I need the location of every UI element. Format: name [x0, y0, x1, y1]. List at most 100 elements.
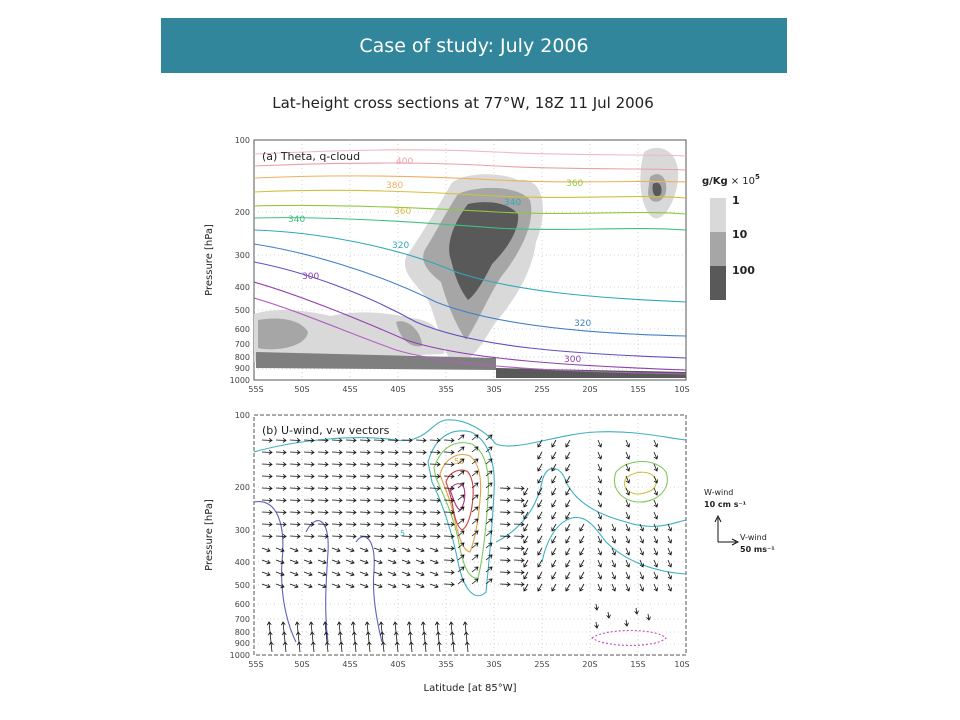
wind-vector-arrow	[485, 434, 493, 441]
wind-vector-arrow	[401, 438, 413, 443]
colorbar-swatch-100	[710, 266, 726, 300]
wind-vector-arrow	[551, 523, 557, 532]
wind-vector-arrow	[373, 583, 383, 589]
wind-vector-arrow	[594, 603, 599, 611]
wind-vector-arrow	[463, 631, 469, 643]
wind-vector-arrow	[499, 558, 511, 563]
wind-vector-arrow	[625, 499, 631, 508]
wind-vector-arrow	[597, 559, 603, 568]
wind-vector-arrow	[303, 571, 313, 577]
wind-vector-arrow	[261, 571, 271, 577]
y-tick-600: 600	[235, 600, 250, 609]
wind-vector-arrow	[611, 559, 617, 568]
wind-vector-arrow	[331, 462, 343, 467]
wind-vector-arrow	[322, 621, 328, 633]
wind-vector-arrow	[365, 631, 371, 643]
wind-vector-arrow	[579, 559, 585, 568]
y-tick-700: 700	[235, 615, 250, 624]
wind-vector-arrow	[336, 621, 342, 633]
wind-vector-arrow	[401, 534, 413, 539]
y-tick-300: 300	[235, 526, 250, 535]
wind-vector-arrow	[324, 641, 330, 653]
wind-vector-arrow	[331, 547, 341, 553]
wind-vector-arrow	[294, 621, 300, 633]
y-tick-500: 500	[235, 581, 250, 590]
wind-vector-arrow	[429, 486, 441, 491]
wind-vector-arrow	[565, 487, 571, 496]
wind-vector-arrow	[653, 475, 659, 484]
wind-vector-arrow	[523, 547, 529, 556]
panel-a-y-axis-title: Pressure [hPa]	[204, 224, 215, 296]
wind-vector-arrow	[261, 522, 273, 527]
wind-vector-arrow	[317, 510, 329, 515]
wind-vector-arrow	[551, 499, 557, 508]
wind-vector-arrow	[537, 451, 543, 460]
wind-vector-arrow	[646, 613, 651, 621]
wind-vector-arrow	[275, 438, 287, 443]
y-tick-1000: 1000	[230, 651, 250, 660]
wind-vector-arrow	[597, 547, 603, 556]
wind-vector-arrow	[415, 498, 427, 503]
wind-vector-arrow	[513, 522, 525, 527]
colorbar-swatch-1	[710, 198, 726, 232]
wind-vector-arrow	[359, 450, 371, 455]
wind-vector-arrow	[387, 547, 397, 553]
wind-vector-arrow	[331, 474, 343, 479]
wind-vector-arrow	[611, 571, 617, 580]
wind-vector-arrow	[261, 498, 273, 503]
wind-vector-arrow	[551, 511, 557, 520]
wind-vector-arrow	[303, 510, 315, 515]
x-tick-45s: 45S	[342, 385, 357, 394]
wind-vector-arrow	[359, 559, 369, 565]
w-wind-label: W-wind	[704, 488, 733, 497]
wind-vector-arrow	[485, 482, 493, 489]
wind-vector-arrow	[443, 486, 455, 491]
wind-vector-arrow	[551, 487, 557, 496]
y-tick-800: 800	[235, 628, 250, 637]
wind-vector-arrow	[551, 535, 557, 544]
v-wind-label: V-wind	[740, 533, 767, 542]
wind-vector-arrow	[261, 583, 271, 589]
wind-vector-arrow	[310, 641, 316, 653]
wind-vector-arrow	[485, 530, 493, 537]
wind-vector-arrow	[296, 641, 302, 653]
wind-vector-arrow	[551, 475, 557, 484]
wind-vector-arrow	[597, 571, 603, 580]
wind-vector-arrow	[421, 631, 427, 643]
wind-vector-arrow	[471, 566, 479, 573]
wind-vector-arrow	[317, 534, 329, 539]
colorbar-level-100: 100	[732, 264, 755, 277]
wind-vector-arrow	[401, 559, 411, 565]
wind-vector-arrow	[303, 559, 313, 565]
colorbar-unit: g/Kg	[702, 176, 728, 187]
wind-vector-arrow	[359, 474, 371, 479]
wind-vector-arrow	[429, 510, 441, 515]
wind-vector-arrow	[401, 547, 411, 553]
wind-vector-arrow	[443, 522, 455, 527]
x-tick-35s: 35S	[438, 385, 453, 394]
wind-vector-arrow	[551, 463, 557, 472]
wind-vector-arrow	[499, 510, 511, 515]
wind-vector-arrow	[392, 621, 398, 633]
wind-vector-arrow	[597, 439, 603, 448]
wind-vector-arrow	[579, 535, 585, 544]
wind-vector-arrow	[443, 546, 455, 551]
wind-vector-arrow	[537, 487, 543, 496]
wind-vector-arrow	[378, 621, 384, 633]
wind-vector-arrow	[359, 583, 369, 589]
wind-vector-arrow	[579, 547, 585, 556]
theta-label-340-center: 340	[504, 198, 521, 208]
wind-vector-arrow	[485, 494, 493, 501]
panel-b-y-ticks: 100 200 300 400 500 600 700 800 900 1000	[230, 411, 250, 660]
wind-vector-arrow	[289, 498, 301, 503]
wind-vector-arrow	[387, 486, 399, 491]
wind-vector-arrow	[331, 534, 343, 539]
wind-vector-arrow	[373, 498, 385, 503]
theta-label-360-right: 360	[566, 179, 583, 189]
wind-vector-arrow	[303, 450, 315, 455]
panel-a-label: (a) Theta, q-cloud	[262, 150, 360, 163]
wind-vector-arrow	[443, 510, 455, 515]
wind-vector-arrow	[345, 498, 357, 503]
wind-vector-arrow	[303, 522, 315, 527]
wind-vector-arrow	[289, 450, 301, 455]
